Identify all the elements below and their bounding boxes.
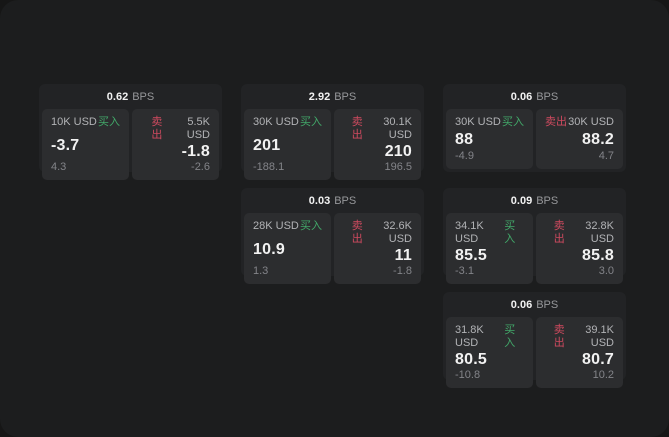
quote-panels: 31.8K USD 买入 80.5 -10.8 卖出 39.1K USD 80.…	[443, 317, 626, 391]
buy-price: 80.5	[455, 351, 487, 368]
card-header: 0.03 BPS	[241, 188, 424, 213]
sell-price: 88.2	[582, 131, 614, 148]
quote-card: 0.62 BPS 10K USD 买入 -3.7 4.3 卖出 5.5K USD	[39, 84, 222, 180]
card-header: 0.09 BPS	[443, 188, 626, 213]
bps-value: 0.06	[510, 298, 533, 311]
buy-price: -3.7	[51, 136, 80, 154]
sell-price: 11	[394, 247, 412, 264]
card-header: 2.92 BPS	[241, 84, 424, 109]
card-header: 0.06 BPS	[443, 84, 626, 109]
sell-panel[interactable]: 卖出 30.1K USD 210 196.5	[334, 109, 421, 180]
buy-amount: 10K USD	[51, 116, 97, 128]
sell-price: 80.7	[582, 351, 614, 368]
buy-delta: -4.9	[455, 150, 474, 162]
buy-price: 88	[455, 131, 474, 148]
sell-amount: 32.8K USD	[585, 220, 614, 245]
sell-delta: 196.5	[384, 161, 412, 173]
buy-amount: 30K USD	[455, 116, 501, 128]
card-header: 0.62 BPS	[39, 84, 222, 109]
buy-label: 买入	[300, 116, 322, 128]
buy-amount: 30K USD	[253, 116, 299, 128]
buy-delta: -10.8	[455, 369, 481, 381]
sell-panel[interactable]: 卖出 32.6K USD 11 -1.8	[334, 213, 421, 284]
bps-unit-label: BPS	[536, 194, 559, 207]
quote-card: 2.92 BPS 30K USD 买入 201 -188.1 卖出 30.1K …	[241, 84, 424, 180]
quote-card: 0.09 BPS 34.1K USD 买入 85.5 -3.1 卖出 32.8K…	[443, 188, 626, 284]
bps-unit-label: BPS	[334, 194, 357, 207]
quote-panels: 30K USD 买入 88 -4.9 卖出 30K USD 88.2 4.7	[443, 109, 626, 172]
sell-panel[interactable]: 卖出 39.1K USD 80.7 10.2	[536, 317, 623, 388]
buy-panel[interactable]: 28K USD 买入 10.9 1.3	[244, 213, 331, 284]
buy-label: 买入	[98, 116, 120, 128]
quote-card: 0.06 BPS 30K USD 买入 88 -4.9 卖出 30K USD	[443, 84, 626, 172]
sell-delta: -2.6	[191, 161, 210, 173]
bps-unit-label: BPS	[132, 90, 155, 103]
buy-label: 买入	[504, 324, 516, 349]
buy-panel[interactable]: 31.8K USD 买入 80.5 -10.8	[446, 317, 533, 388]
sell-label: 卖出	[545, 116, 567, 128]
buy-label: 买入	[300, 220, 322, 232]
buy-price: 201	[253, 136, 281, 154]
buy-amount: 31.8K USD	[455, 324, 484, 349]
buy-delta: -3.1	[455, 265, 474, 277]
sell-panel[interactable]: 卖出 5.5K USD -1.8 -2.6	[132, 109, 219, 180]
sell-amount: 5.5K USD	[186, 116, 210, 141]
buy-delta: -188.1	[253, 161, 285, 173]
buy-panel[interactable]: 30K USD 买入 201 -188.1	[244, 109, 331, 180]
quote-panels: 28K USD 买入 10.9 1.3 卖出 32.6K USD 11 -1.8	[241, 213, 424, 287]
quote-panels: 30K USD 买入 201 -188.1 卖出 30.1K USD 210 1…	[241, 109, 424, 183]
sell-delta: 4.7	[598, 150, 614, 162]
buy-delta: 1.3	[253, 265, 269, 277]
bps-value: 0.06	[510, 90, 533, 103]
buy-panel[interactable]: 34.1K USD 买入 85.5 -3.1	[446, 213, 533, 284]
sell-price: 85.8	[582, 247, 614, 264]
sell-amount: 30K USD	[568, 116, 614, 128]
bps-value: 0.62	[106, 90, 129, 103]
sell-label: 卖出	[351, 220, 363, 245]
bps-unit-label: BPS	[334, 90, 357, 103]
sell-delta: -1.8	[393, 265, 412, 277]
sell-amount: 32.6K USD	[383, 220, 412, 245]
quote-tiles-grid: 0.62 BPS 10K USD 买入 -3.7 4.3 卖出 5.5K USD	[39, 84, 626, 388]
buy-price: 10.9	[253, 240, 285, 258]
quote-card: 0.03 BPS 28K USD 买入 10.9 1.3 卖出 32.6K US…	[241, 188, 424, 284]
sell-delta: 10.2	[592, 369, 614, 381]
buy-amount: 34.1K USD	[455, 220, 484, 245]
quote-panels: 34.1K USD 买入 85.5 -3.1 卖出 32.8K USD 85.8…	[443, 213, 626, 287]
buy-label: 买入	[504, 220, 516, 245]
bps-value: 0.09	[510, 194, 533, 207]
buy-label: 买入	[502, 116, 524, 128]
sell-label: 卖出	[151, 116, 163, 141]
bps-unit-label: BPS	[536, 90, 559, 103]
sell-panel[interactable]: 卖出 30K USD 88.2 4.7	[536, 109, 623, 169]
bps-unit-label: BPS	[536, 298, 559, 311]
buy-amount: 28K USD	[253, 220, 299, 232]
buy-panel[interactable]: 30K USD 买入 88 -4.9	[446, 109, 533, 169]
buy-panel[interactable]: 10K USD 买入 -3.7 4.3	[42, 109, 129, 180]
sell-label: 卖出	[553, 220, 565, 245]
quote-panels: 10K USD 买入 -3.7 4.3 卖出 5.5K USD -1.8 -2.…	[39, 109, 222, 183]
quote-card: 0.06 BPS 31.8K USD 买入 80.5 -10.8 卖出 39.1…	[443, 292, 626, 388]
sell-price: -1.8	[181, 143, 210, 160]
bps-value: 2.92	[308, 90, 331, 103]
sell-delta: 3.0	[598, 265, 614, 277]
sell-amount: 39.1K USD	[585, 324, 614, 349]
card-header: 0.06 BPS	[443, 292, 626, 317]
sell-panel[interactable]: 卖出 32.8K USD 85.8 3.0	[536, 213, 623, 284]
sell-label: 卖出	[553, 324, 565, 349]
sell-amount: 30.1K USD	[383, 116, 412, 141]
sell-price: 210	[384, 143, 412, 160]
sell-label: 卖出	[351, 116, 363, 141]
bps-value: 0.03	[308, 194, 331, 207]
buy-price: 85.5	[455, 247, 487, 264]
buy-delta: 4.3	[51, 161, 67, 173]
